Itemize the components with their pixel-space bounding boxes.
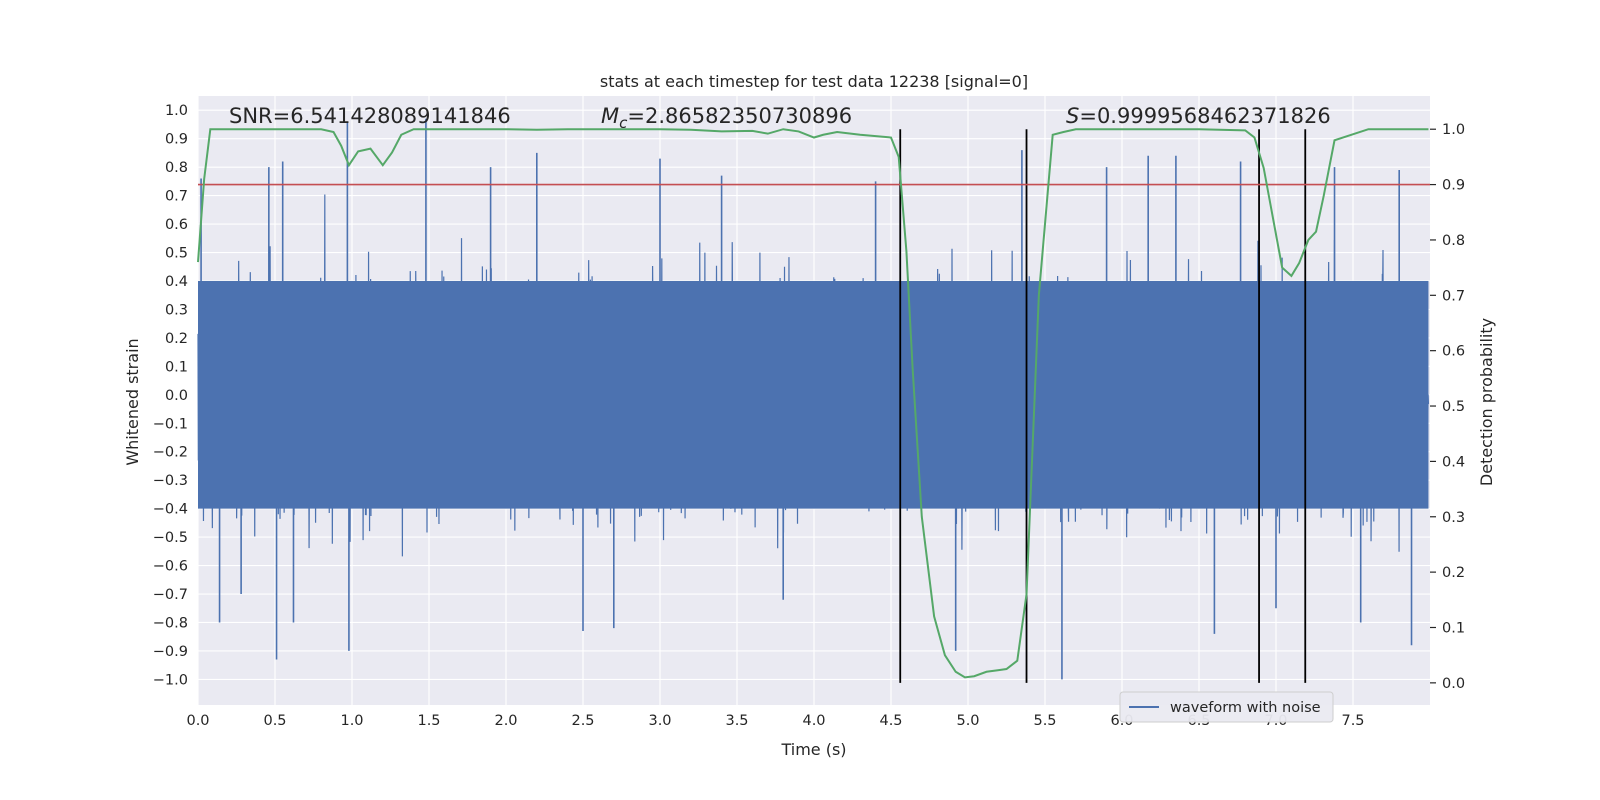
waveform-series: [197, 118, 1430, 680]
snr-annotation: SNR=6.541428089141846: [229, 104, 511, 128]
y-right-tick-label: 0.1: [1442, 620, 1465, 636]
y-right-tick-label: 0.3: [1442, 510, 1465, 526]
y-axis-label: Whitened strain: [123, 338, 142, 465]
y-tick-label: 0.1: [165, 359, 188, 375]
y-right-tick-label: 0.5: [1442, 399, 1465, 415]
y-tick-label: −0.9: [153, 644, 188, 660]
y-tick-label: 0.5: [165, 246, 188, 262]
x-tick-label: 4.0: [802, 713, 825, 729]
x-tick-label: 0.5: [263, 713, 286, 729]
y-right-tick-label: 1.0: [1442, 122, 1465, 138]
x-tick-label: 4.5: [879, 713, 902, 729]
x-tick-label: 7.5: [1341, 713, 1364, 729]
x-tick-label: 1.5: [417, 713, 440, 729]
x-tick-label: 2.5: [571, 713, 594, 729]
y-right-axis-ticks: 1.0 0.9 0.8 0.7 0.6 0.5 0.4 0.3 0.2 0.1 0.0: [1430, 122, 1465, 692]
y-right-tick-label: 0.8: [1442, 233, 1465, 249]
y-tick-label: 0.4: [165, 274, 188, 290]
y-tick-label: 0.8: [165, 160, 188, 176]
x-tick-label: 0.0: [186, 713, 209, 729]
y-tick-label: 1.0: [165, 103, 188, 119]
x-axis-label: Time (s): [780, 740, 846, 759]
x-tick-label: 5.5: [1033, 713, 1056, 729]
y-tick-label: −0.2: [153, 445, 188, 461]
y-tick-label: −0.5: [153, 530, 188, 546]
legend-box: [1119, 691, 1334, 723]
mc-subscript: c: [619, 114, 628, 132]
y-tick-label: −0.1: [153, 416, 188, 432]
legend-label: waveform with noise: [1170, 700, 1321, 716]
y-tick-label: 0.3: [165, 302, 188, 318]
y-right-tick-label: 0.0: [1442, 676, 1465, 692]
s-value: =0.9999568462371826: [1079, 104, 1330, 128]
y-right-tick-label: 0.7: [1442, 288, 1465, 304]
x-axis-ticks: 0.00.51.01.52.02.53.03.54.04.55.05.56.06…: [186, 713, 1364, 729]
y-tick-label: −0.3: [153, 473, 188, 489]
chart-title: stats at each timestep for test data 122…: [600, 72, 1028, 91]
x-tick-label: 1.0: [340, 713, 363, 729]
mc-value: =2.86582350730896: [627, 104, 852, 128]
x-tick-label: 5.0: [956, 713, 979, 729]
y-right-tick-label: 0.9: [1442, 178, 1465, 194]
y-right-tick-label: 0.2: [1442, 565, 1465, 581]
mc-symbol: M: [601, 104, 619, 128]
y-tick-label: −0.7: [153, 587, 188, 603]
s-symbol: S: [1066, 104, 1079, 128]
y-tick-label: −1.0: [153, 672, 188, 688]
waveform-core: [198, 280, 1429, 509]
y-tick-label: 0.9: [165, 132, 188, 148]
y-right-axis-label: Detection probability: [1477, 318, 1496, 486]
y-right-tick-label: 0.4: [1442, 454, 1465, 470]
y-axis-ticks: 1.0 0.9 0.8 0.7 0.6 0.5 0.4 0.3 0.2 0.1 0.0 −0.1 −0.…: [153, 103, 188, 688]
mc-annotation: Mc=2.86582350730896: [601, 104, 852, 132]
y-tick-label: 0.0: [165, 388, 188, 404]
y-right-tick-label: 0.6: [1442, 344, 1465, 360]
probability-series: [197, 128, 1429, 679]
y-tick-label: 0.7: [165, 189, 188, 205]
y-tick-label: 0.6: [165, 217, 188, 233]
legend: waveform with noise: [1119, 691, 1334, 723]
y-tick-label: 0.2: [165, 331, 188, 347]
y-tick-label: −0.4: [153, 502, 188, 518]
y-tick-label: −0.8: [153, 615, 188, 631]
probability-line: [197, 128, 1429, 679]
y-tick-label: −0.6: [153, 559, 188, 575]
s-annotation: S=0.9999568462371826: [1066, 104, 1331, 128]
x-tick-label: 2.0: [494, 713, 517, 729]
x-tick-label: 3.5: [725, 713, 748, 729]
x-tick-label: 3.0: [648, 713, 671, 729]
